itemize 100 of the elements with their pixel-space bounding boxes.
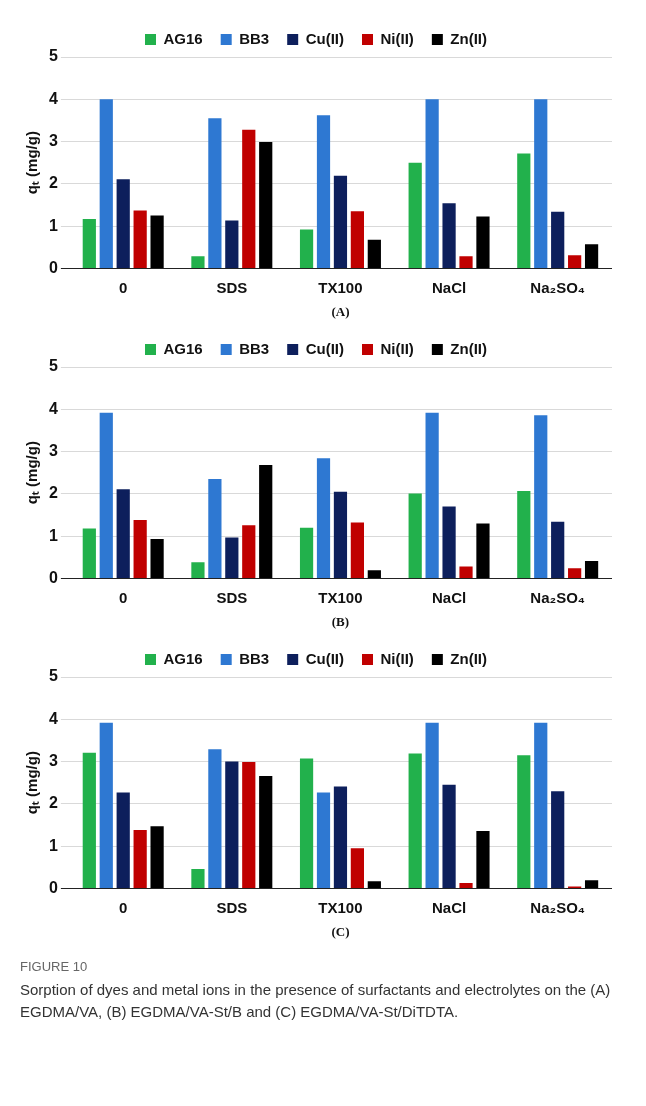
y-tick-label: 4	[48, 399, 58, 417]
y-axis-title: qₜ (mg/g)	[23, 441, 41, 505]
x-tick-label: NaCl	[431, 588, 467, 606]
bar	[517, 490, 531, 578]
bar	[82, 218, 96, 268]
x-axis-title: (B)	[331, 613, 350, 629]
y-tick-label: 0	[48, 568, 58, 586]
bar	[259, 775, 273, 888]
text: Sorption of dyes and metal ions in the presence of surfactants and electrolytes on the (A) EGDMA/VA, (B) EGDMA/VA-St/B and (C) EGDMA/VA-St/DiTDTA.	[20, 979, 612, 1022]
y-tick-label: 2	[48, 484, 58, 502]
bar	[476, 523, 490, 578]
bar	[191, 868, 205, 888]
bar	[242, 129, 256, 268]
y-tick-label: 5	[48, 667, 58, 685]
legend-label: Ni(II)	[380, 29, 414, 47]
bar	[551, 521, 565, 578]
bar	[208, 749, 222, 888]
bar	[350, 848, 364, 888]
x-tick-label: 0	[119, 278, 128, 296]
bar	[425, 722, 439, 888]
bar	[534, 415, 548, 578]
legend-label: AG16	[163, 339, 203, 357]
legend-label: Cu(II)	[305, 29, 345, 47]
y-tick-label: 2	[48, 794, 58, 812]
bar	[408, 493, 422, 578]
bar	[459, 256, 473, 268]
bar	[584, 880, 599, 888]
bar	[442, 203, 456, 268]
y-tick-label: 2	[48, 174, 58, 192]
x-tick-label: TX100	[318, 898, 363, 916]
bar	[150, 539, 164, 578]
bar	[517, 153, 531, 268]
bar	[408, 753, 422, 888]
y-axis-title: qₜ (mg/g)	[23, 131, 41, 195]
legend-label: Cu(II)	[305, 339, 345, 357]
bar	[316, 115, 331, 268]
bar	[316, 792, 331, 888]
bar	[299, 527, 314, 578]
bar	[259, 465, 273, 578]
legend-label: BB3	[239, 29, 270, 47]
legend-label: Zn(II)	[450, 29, 487, 47]
y-tick-label: 1	[48, 216, 58, 234]
bar	[442, 784, 456, 888]
y-tick-label: 5	[48, 357, 58, 375]
x-tick-label: SDS	[216, 898, 248, 916]
x-tick-label: Na₂SO₄	[530, 278, 586, 296]
y-tick-label: 5	[48, 47, 58, 65]
bar	[551, 791, 565, 888]
bar	[191, 562, 205, 578]
y-tick-label: 3	[48, 441, 58, 459]
bar	[191, 256, 205, 268]
y-tick-label: 3	[48, 131, 58, 149]
bar	[350, 211, 364, 268]
y-tick-label: 4	[48, 89, 58, 107]
legend-label: Zn(II)	[450, 339, 487, 357]
x-tick-label: Na₂SO₄	[530, 898, 586, 916]
x-tick-label: TX100	[318, 278, 363, 296]
bar	[568, 568, 582, 578]
bar	[459, 566, 473, 578]
bar	[333, 491, 348, 578]
bar	[333, 175, 348, 268]
bar	[534, 99, 548, 268]
bar	[476, 830, 490, 888]
bar	[442, 506, 456, 578]
x-tick-label: NaCl	[431, 898, 467, 916]
y-tick-label: 3	[48, 751, 58, 769]
bar	[425, 99, 439, 268]
bar	[116, 792, 130, 888]
x-tick-label: NaCl	[431, 278, 467, 296]
bar	[133, 520, 147, 578]
bar	[299, 229, 314, 268]
bar	[350, 522, 364, 578]
x-tick-label: TX100	[318, 588, 363, 606]
y-tick-label: 4	[48, 709, 58, 727]
x-tick-label: 0	[119, 898, 128, 916]
bar	[225, 761, 239, 888]
bar	[116, 179, 130, 268]
y-tick-label: 1	[48, 836, 58, 854]
bar	[299, 758, 314, 888]
x-tick-label: SDS	[216, 278, 248, 296]
bar	[208, 479, 222, 578]
bar	[367, 570, 381, 578]
bar	[584, 561, 599, 578]
legend-label: BB3	[239, 649, 270, 667]
bar	[150, 215, 164, 268]
x-tick-label: 0	[119, 588, 128, 606]
legend-label: Ni(II)	[380, 649, 414, 667]
x-axis-title: (A)	[331, 303, 350, 319]
x-tick-label: SDS	[216, 588, 248, 606]
bar	[82, 528, 96, 578]
bar	[99, 99, 113, 268]
legend-label: Ni(II)	[380, 339, 414, 357]
legend-label: Cu(II)	[305, 649, 345, 667]
caption: FIGURE 10	[20, 958, 89, 976]
bar	[150, 826, 164, 888]
y-tick-label: 0	[48, 258, 58, 276]
x-axis-title: (C)	[331, 923, 350, 939]
legend-label: BB3	[239, 339, 270, 357]
y-axis-title: qₜ (mg/g)	[23, 751, 41, 815]
legend-label: AG16	[163, 29, 203, 47]
